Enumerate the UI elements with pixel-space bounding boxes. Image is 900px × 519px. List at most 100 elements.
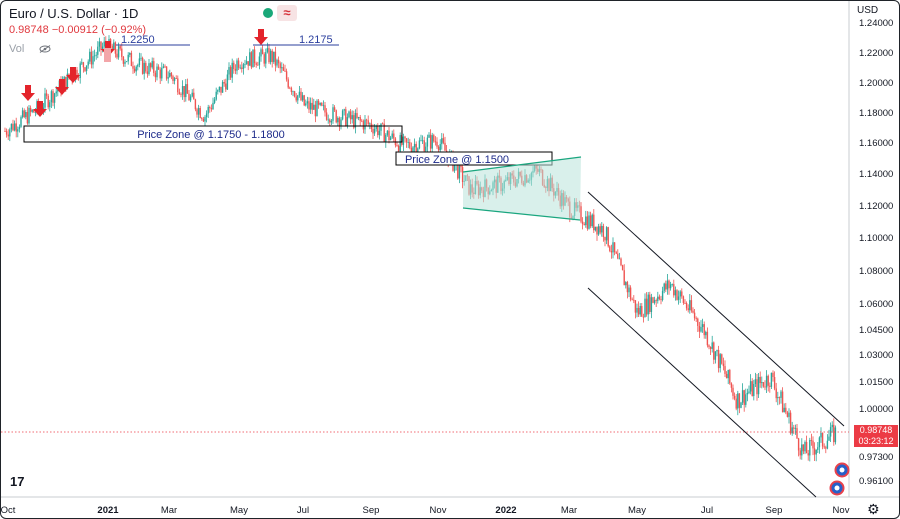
candle-body [693, 312, 696, 319]
candle-body [119, 46, 121, 49]
candle-body [799, 450, 801, 456]
candle-body [666, 280, 669, 290]
candle-body [244, 64, 246, 66]
candle-body [207, 107, 209, 114]
candle-body [372, 128, 374, 134]
candle-body [714, 351, 717, 360]
current-price-value: 0.98748 [859, 425, 893, 435]
candle-body [599, 226, 601, 233]
wedge-bottom-line [462, 207, 581, 221]
candle-body [397, 145, 400, 152]
price-zone-label-2: Price Zone @ 1.1500 [405, 154, 509, 166]
candle-body [260, 49, 262, 57]
down-arrow-icon [66, 67, 80, 83]
candle-body [199, 108, 201, 118]
price-tick-label: 1.12000 [859, 201, 893, 212]
candle-body [213, 99, 216, 103]
candle-body [89, 51, 91, 62]
candle-body [300, 91, 302, 101]
candle-body [757, 376, 760, 395]
candle-body [325, 112, 328, 120]
candle-body [626, 282, 629, 293]
price-tick-label: 1.14000 [859, 169, 893, 180]
candle-body [833, 424, 835, 443]
candle-body [321, 102, 323, 106]
price-zone-box-2 [395, 151, 553, 166]
candle-body [90, 51, 93, 65]
candle-body [589, 215, 592, 227]
candle-body [348, 111, 350, 118]
candle-body [425, 146, 427, 152]
candle-body [337, 117, 339, 123]
candle-body [49, 102, 51, 108]
candle-body [796, 428, 798, 439]
candle-body [130, 52, 133, 67]
candle-body [301, 95, 304, 101]
candle-body [692, 310, 694, 313]
candle-body [233, 62, 235, 69]
candle-body [801, 444, 803, 456]
candle-body [610, 250, 613, 253]
candle-body [439, 144, 441, 151]
candle-body [341, 110, 344, 120]
candle-body [436, 141, 438, 147]
candle-body [245, 61, 248, 65]
candle-body [137, 64, 139, 67]
candle-body [745, 394, 747, 405]
candle-body [153, 61, 155, 73]
down-arrow-icon [254, 29, 268, 45]
candle-body [724, 366, 726, 374]
candle-body [239, 67, 241, 69]
candle-body [5, 131, 8, 135]
candle-body [749, 381, 752, 392]
candle-body [258, 56, 261, 66]
candle-body [234, 68, 237, 71]
candle-body [92, 56, 94, 65]
candle-body [690, 300, 693, 311]
candle-body [380, 123, 382, 131]
interval-label[interactable]: 1D [121, 6, 139, 21]
candle-body [426, 137, 429, 147]
candle-body [794, 428, 797, 429]
candle-body [121, 48, 123, 57]
candle-body [236, 60, 238, 71]
candle-body [306, 101, 309, 104]
candle-body [770, 372, 773, 387]
candle-body [55, 91, 57, 94]
eye-hidden-icon[interactable] [39, 45, 51, 54]
candle-body [189, 96, 192, 101]
candle-body [762, 382, 765, 387]
candle-body [340, 119, 342, 126]
candle-body [396, 145, 398, 146]
candle-body [407, 142, 409, 143]
candle-body [175, 78, 177, 79]
delayed-data-icon[interactable]: ≈ [277, 5, 297, 21]
candle-body [34, 112, 37, 113]
candle-body [217, 90, 219, 92]
candle-body [26, 112, 29, 124]
candle-body [765, 375, 768, 388]
candle-body [717, 350, 720, 369]
candle-body [434, 141, 437, 143]
candle-body [103, 41, 105, 47]
candle-body [12, 123, 14, 131]
candle-body [191, 92, 193, 97]
candle-body [205, 113, 208, 118]
time-tick-label: 2022 [495, 505, 516, 516]
currency-label[interactable]: USD [857, 5, 879, 16]
candle-body [759, 376, 761, 384]
candle-body [356, 113, 358, 119]
gear-icon[interactable]: ⚙ [867, 501, 880, 517]
market-open-icon [263, 8, 273, 18]
candle-body [65, 76, 67, 89]
candle-body [684, 302, 686, 304]
candle-body [730, 383, 733, 388]
candle-body [604, 237, 606, 241]
price-tick-label: 1.04500 [859, 325, 893, 336]
tradingview-logo[interactable]: 17 [10, 474, 25, 489]
candle-body [812, 440, 814, 449]
candle-body [279, 63, 281, 69]
candle-body [612, 242, 614, 253]
candle-body [802, 444, 805, 452]
